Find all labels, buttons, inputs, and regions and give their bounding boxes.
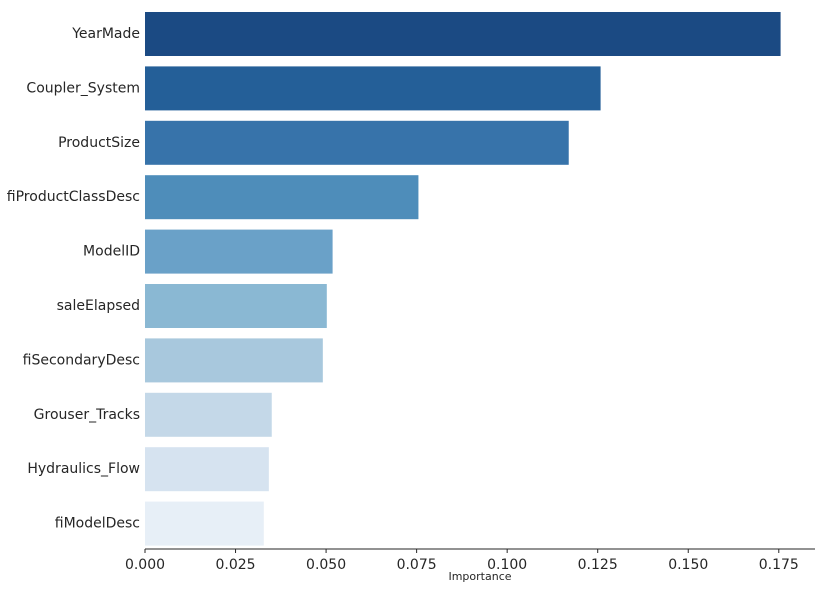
x-tick-label: 0.025 (215, 557, 255, 573)
bar-Coupler_System (145, 66, 601, 111)
bar-Grouser_Tracks (145, 392, 272, 437)
x-tick-label: 0.125 (578, 557, 618, 573)
x-tick-label: 0.000 (125, 557, 165, 573)
category-label-Coupler_System: Coupler_System (26, 80, 140, 96)
bar-ProductSize (145, 120, 569, 165)
bar-Hydraulics_Flow (145, 447, 269, 492)
bar-fiSecondaryDesc (145, 338, 323, 383)
x-tick-label: 0.050 (306, 557, 346, 573)
category-label-YearMade: YearMade (71, 26, 140, 42)
bars-group (145, 12, 781, 546)
category-label-saleElapsed: saleElapsed (57, 298, 140, 314)
bar-fiModelDesc (145, 501, 264, 546)
x-tick-label: 0.150 (668, 557, 708, 573)
category-label-fiSecondaryDesc: fiSecondaryDesc (23, 352, 140, 368)
category-label-fiProductClassDesc: fiProductClassDesc (7, 189, 140, 205)
x-axis-title: Importance (448, 570, 511, 583)
bar-saleElapsed (145, 284, 327, 328)
x-tick-label: 0.100 (487, 557, 527, 573)
category-label-fiModelDesc: fiModelDesc (55, 516, 140, 532)
bar-fiProductClassDesc (145, 175, 419, 220)
category-label-ModelID: ModelID (83, 244, 140, 260)
x-tick-label: 0.175 (759, 557, 799, 573)
x-tick-label: 0.075 (397, 557, 437, 573)
bar-YearMade (145, 12, 781, 56)
x-ticks: 0.000 0.025 0.050 0.075 0.100 0.125 0.150 0.175 (125, 549, 799, 573)
bar-ModelID (145, 229, 333, 274)
category-label-Grouser_Tracks: Grouser_Tracks (34, 407, 140, 423)
category-labels: YearMade Coupler_System ProductSize fiProdu… (7, 26, 140, 532)
category-label-Hydraulics_Flow: Hydraulics_Flow (27, 461, 140, 477)
category-label-ProductSize: ProductSize (58, 135, 140, 151)
